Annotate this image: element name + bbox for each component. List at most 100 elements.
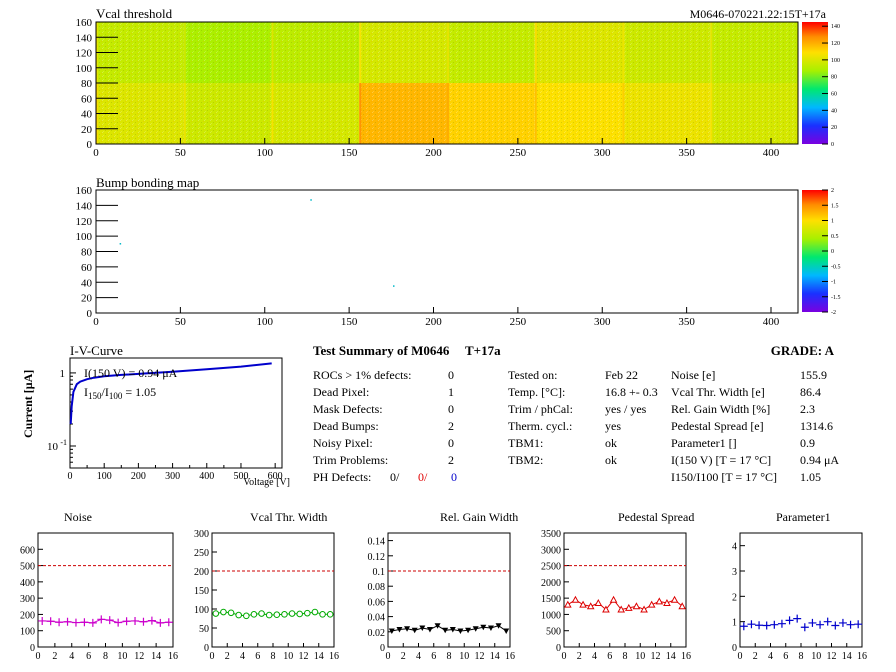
data-point xyxy=(449,627,456,633)
colorbar-tick-label: 0.5 xyxy=(831,234,839,240)
colorbar-tick-label: 2 xyxy=(831,188,834,194)
x-tick-label: 250 xyxy=(510,316,527,328)
y-tick-label: 20 xyxy=(81,293,93,305)
data-point xyxy=(624,603,633,611)
data-point xyxy=(793,614,802,623)
roc-plot-title: Pedestal Spread xyxy=(618,510,694,524)
y-tick-label: 0.04 xyxy=(368,613,386,624)
data-point xyxy=(823,617,832,626)
y-tick-label: 0.1 xyxy=(373,567,386,578)
x-tick-label: 0 xyxy=(210,651,215,662)
bump-defect xyxy=(393,285,395,287)
data-point xyxy=(442,627,449,634)
data-point xyxy=(88,618,97,627)
data-point xyxy=(326,611,334,618)
roc-edge xyxy=(447,22,449,83)
data-point xyxy=(602,605,610,613)
colorbar-tick-label: 100 xyxy=(831,58,840,64)
y-tick-label: 1000 xyxy=(541,610,561,621)
y-tick-label: 0.08 xyxy=(368,582,386,593)
data-point xyxy=(71,618,80,627)
y-tick-label: 80 xyxy=(81,78,93,90)
data-point xyxy=(747,620,756,629)
param-value: 1314.6 xyxy=(800,419,833,433)
x-tick-label: 350 xyxy=(678,147,695,159)
x-tick-label: 2 xyxy=(753,651,758,662)
x-tick-label: 8 xyxy=(271,651,276,662)
x-tick-label: 2 xyxy=(225,651,230,662)
x-tick-label: 100 xyxy=(257,147,274,159)
data-point xyxy=(63,617,72,626)
x-tick-label: 150 xyxy=(341,316,358,328)
y-tick-label: 500 xyxy=(20,562,35,573)
test-value: yes / yes xyxy=(605,402,647,416)
iv-x-tick-label: 600 xyxy=(268,471,283,482)
y-tick-label: 300 xyxy=(194,529,209,540)
data-point xyxy=(105,616,114,625)
x-tick-label: 14 xyxy=(666,651,676,662)
y-tick-label: 3000 xyxy=(541,545,561,556)
colorbar-tick-label: 140 xyxy=(831,24,840,30)
x-tick-label: 12 xyxy=(651,651,661,662)
defect-label: Mask Defects: xyxy=(313,402,383,416)
iv-y-tick-label: 1 xyxy=(60,368,66,380)
x-tick-label: 0 xyxy=(93,316,99,328)
iv-annotation-current: I(150 V) = 0.94 μA xyxy=(84,366,178,380)
data-point xyxy=(609,595,618,603)
x-tick-label: 6 xyxy=(86,651,91,662)
y-tick-label: 0 xyxy=(204,643,209,654)
data-point xyxy=(156,618,165,627)
x-tick-label: 300 xyxy=(594,147,611,159)
bump-defect xyxy=(310,199,312,201)
param-value: 0.9 xyxy=(800,436,815,450)
roc-cell-texture xyxy=(183,22,272,83)
y-tick-label: 80 xyxy=(81,247,93,259)
param-label: Vcal Thr. Width [e] xyxy=(671,385,765,399)
vcal-map-title: Vcal threshold xyxy=(96,6,173,21)
x-tick-label: 6 xyxy=(255,651,260,662)
ph-defect-value: 0/ xyxy=(390,470,400,484)
data-point xyxy=(594,598,603,607)
x-tick-label: 14 xyxy=(842,651,852,662)
y-tick-label: 120 xyxy=(76,48,93,60)
test-value: ok xyxy=(605,453,617,467)
param-value: 2.3 xyxy=(800,402,815,416)
colorbar-tick-label: -1 xyxy=(831,280,836,286)
x-tick-label: 4 xyxy=(592,651,597,662)
tests-list: Tested on: Feb 22 Temp. [°C]: 16.8 +- 0.3 Tr… xyxy=(508,368,658,467)
roc-cell-texture xyxy=(359,22,447,83)
y-tick-label: 150 xyxy=(194,586,209,597)
data-point xyxy=(227,609,235,617)
iv-curve xyxy=(69,362,272,425)
y-tick-label: 60 xyxy=(81,93,93,105)
y-tick-label: 4 xyxy=(732,542,737,553)
data-point xyxy=(586,602,595,610)
x-tick-label: 16 xyxy=(681,651,691,662)
colorbar-tick-label: 40 xyxy=(831,108,837,114)
roc-cell-texture xyxy=(183,83,272,144)
data-point xyxy=(816,620,825,629)
x-tick-label: 4 xyxy=(240,651,245,662)
x-tick-label: 4 xyxy=(416,651,421,662)
bump-colorbar-ticks: -2 -1.5 -1 -0.5 0 0.5 1 1.5 2 xyxy=(822,188,841,316)
roc-edge xyxy=(359,22,362,83)
test-label: Tested on: xyxy=(508,368,557,382)
x-tick-label: 4 xyxy=(768,651,773,662)
data-point xyxy=(808,618,817,627)
ph-defects-values: 0/0/0 xyxy=(390,470,457,484)
iv-x-tick-label: 400 xyxy=(199,471,214,482)
vcal-colorbar xyxy=(802,22,828,144)
test-label: Therm. cycl.: xyxy=(508,419,572,433)
x-tick-label: 250 xyxy=(510,147,527,159)
y-tick-label: 0 xyxy=(87,139,93,151)
data-point xyxy=(411,627,418,634)
ph-defect-value: 0/ xyxy=(418,470,428,484)
x-tick-label: 300 xyxy=(594,316,611,328)
roc-edge xyxy=(183,22,186,83)
y-tick-label: 0 xyxy=(380,643,385,654)
roc-cell-texture xyxy=(447,22,535,83)
x-tick-label: 10 xyxy=(635,651,645,662)
x-tick-label: 50 xyxy=(175,147,187,159)
defect-value: 2 xyxy=(448,419,454,433)
